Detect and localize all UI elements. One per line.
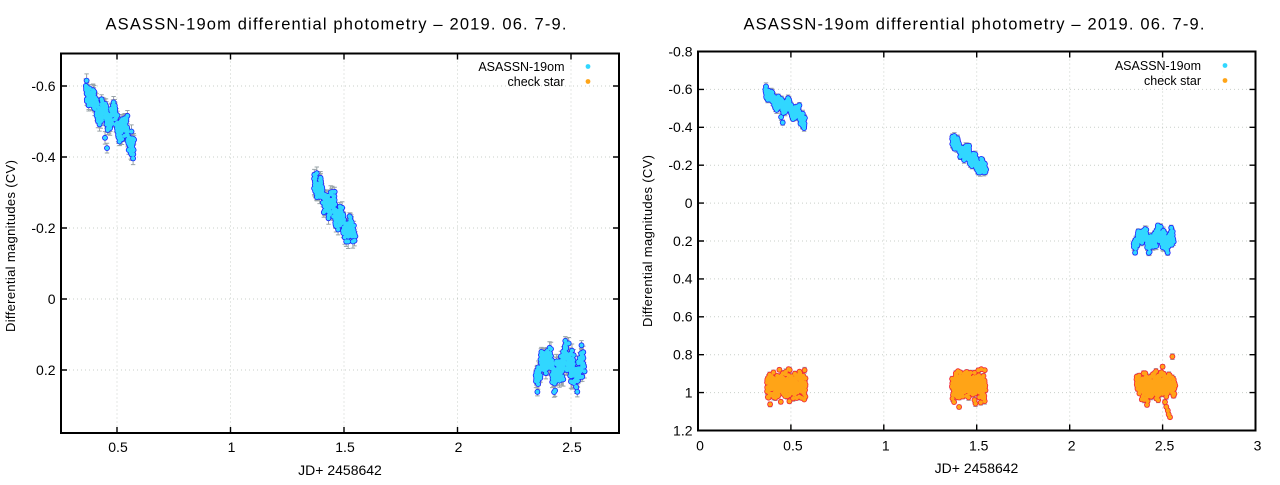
svg-text:ASASSN-19om differential photo: ASASSN-19om differential photometry – 20… — [106, 16, 567, 34]
svg-text:2: 2 — [1068, 438, 1076, 454]
svg-text:0.5: 0.5 — [783, 438, 803, 454]
svg-text:0: 0 — [685, 195, 693, 211]
svg-text:-0.8: -0.8 — [668, 43, 692, 59]
svg-text:3: 3 — [1254, 438, 1262, 454]
svg-text:1.5: 1.5 — [969, 438, 989, 454]
svg-text:Differential magnitudes (CV): Differential magnitudes (CV) — [640, 155, 655, 327]
svg-text:1: 1 — [228, 439, 236, 455]
svg-text:2.5: 2.5 — [562, 439, 582, 455]
svg-text:0.4: 0.4 — [673, 271, 693, 287]
svg-text:-0.2: -0.2 — [31, 220, 55, 236]
svg-text:2.5: 2.5 — [1155, 438, 1175, 454]
svg-text:ASASSN-19om: ASASSN-19om — [1115, 59, 1201, 73]
svg-text:1: 1 — [685, 384, 693, 400]
svg-text:-0.4: -0.4 — [668, 119, 692, 135]
svg-text:0.2: 0.2 — [673, 233, 693, 249]
svg-text:Differential magnitudes (CV): Differential magnitudes (CV) — [3, 160, 18, 332]
svg-text:2: 2 — [455, 439, 463, 455]
svg-text:0: 0 — [48, 291, 56, 307]
svg-text:1: 1 — [882, 438, 890, 454]
svg-text:0.5: 0.5 — [108, 439, 128, 455]
svg-text:0.2: 0.2 — [36, 362, 56, 378]
svg-text:0.8: 0.8 — [673, 347, 693, 363]
svg-text:ASASSN-19om differential photo: ASASSN-19om differential photometry – 20… — [744, 16, 1205, 34]
svg-text:-0.2: -0.2 — [668, 157, 692, 173]
svg-text:JD+ 2458642: JD+ 2458642 — [298, 462, 382, 478]
svg-text:check star: check star — [508, 75, 565, 89]
svg-text:ASASSN-19om: ASASSN-19om — [478, 60, 564, 74]
svg-text:-0.6: -0.6 — [31, 78, 55, 94]
svg-text:-0.6: -0.6 — [668, 81, 692, 97]
svg-text:check star: check star — [1144, 74, 1201, 88]
svg-text:-0.4: -0.4 — [31, 149, 55, 165]
svg-text:0: 0 — [696, 438, 704, 454]
svg-text:1.5: 1.5 — [335, 439, 355, 455]
svg-text:JD+ 2458642: JD+ 2458642 — [935, 460, 1019, 476]
svg-text:0.6: 0.6 — [673, 309, 693, 325]
svg-text:1.2: 1.2 — [673, 422, 693, 438]
